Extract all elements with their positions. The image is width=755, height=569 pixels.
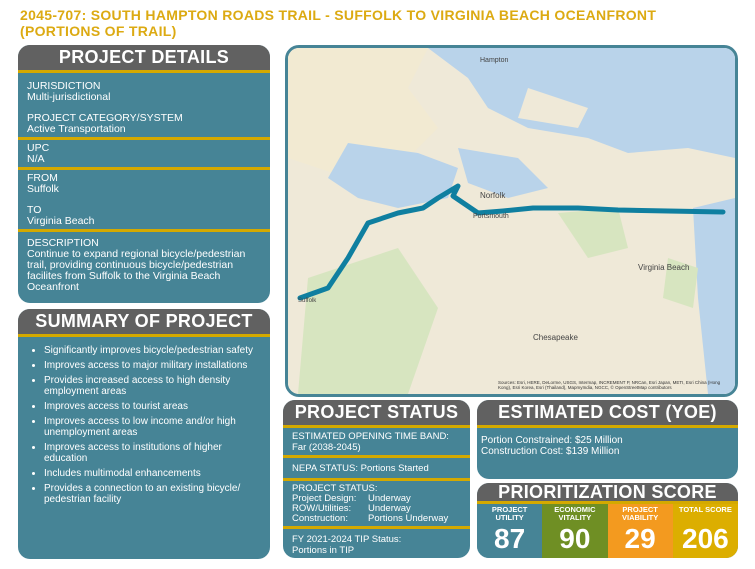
tip-section: FY 2021-2024 TIP Status: Portions in TIP xyxy=(283,529,470,558)
category-value: Active Transportation xyxy=(27,123,126,135)
page-title: 2045-707: SOUTH HAMPTON ROADS TRAIL - SU… xyxy=(20,7,656,39)
summary-header: SUMMARY OF PROJECT xyxy=(18,309,270,337)
summary-list: Significantly improves bicycle/pedestria… xyxy=(18,337,270,505)
status-row-value: Underway xyxy=(368,503,411,514)
nepa-status: NEPA STATUS: Portions Started xyxy=(292,463,429,474)
estimated-cost-header: ESTIMATED COST (YOE) xyxy=(477,400,738,428)
project-status-panel: PROJECT STATUS ESTIMATED OPENING TIME BA… xyxy=(283,400,470,558)
to-label: TO xyxy=(27,204,42,216)
status-label: PROJECT STATUS: xyxy=(292,483,378,494)
map-label-norfolk: Norfolk xyxy=(480,191,506,200)
description-label: DESCRIPTION xyxy=(27,237,99,249)
upc-value: N/A xyxy=(27,153,45,165)
description-value: Continue to expand regional bicycle/pede… xyxy=(27,248,246,293)
opening-label: ESTIMATED OPENING TIME BAND: xyxy=(292,431,449,442)
status-row: Project Design: Underway xyxy=(292,494,461,504)
project-details-header: PROJECT DETAILS xyxy=(18,45,270,73)
project-details-panel: PROJECT DETAILS JURISDICTION Multi-juris… xyxy=(18,45,270,303)
upc-section: UPC N/A xyxy=(18,140,270,170)
summary-item: Improves access to institutions of highe… xyxy=(44,442,258,464)
map-label-suffolk: Suffolk xyxy=(298,298,317,304)
map-attribution: Sources: Esri, HERE, DeLorme, USGS, Inte… xyxy=(498,380,721,390)
status-section: PROJECT STATUS: Project Design: Underway R… xyxy=(283,481,470,529)
summary-item: Includes multimodal enhancements xyxy=(44,468,258,479)
status-row-key: Project Design: xyxy=(292,493,357,504)
summary-item: Improves access to major military instal… xyxy=(44,360,258,371)
summary-item: Improves access to low income and/or hig… xyxy=(44,416,258,438)
jurisdiction-value: Multi-jurisdictional xyxy=(27,91,111,103)
opening-section: ESTIMATED OPENING TIME BAND: Far (2038-2… xyxy=(283,428,470,458)
summary-item: Improves access to tourist areas xyxy=(44,401,258,412)
score-label: TOTAL SCORE xyxy=(678,505,732,514)
from-value: Suffolk xyxy=(27,183,59,195)
jurisdiction-label: JURISDICTION xyxy=(27,80,101,92)
cost-construction: Construction Cost: $139 Million xyxy=(481,446,620,457)
status-row: Construction: Portions Underway xyxy=(292,514,461,524)
jurisdiction-section: JURISDICTION Multi-jurisdictional PROJEC… xyxy=(18,73,270,140)
trail-route xyxy=(297,183,726,301)
status-row-value: Portions Underway xyxy=(368,513,449,524)
summary-panel: SUMMARY OF PROJECT Significantly improve… xyxy=(18,309,270,559)
map-label-hampton: Hampton xyxy=(480,57,509,64)
score-value: 29 xyxy=(624,523,656,554)
title-line-2: (PORTIONS OF TRAIL) xyxy=(20,23,177,39)
cost-constrained: Portion Constrained: $25 Million xyxy=(481,435,623,446)
map-label-portsmouth: Portsmouth xyxy=(473,213,509,220)
score-value: 87 xyxy=(494,523,526,554)
project-status-header: PROJECT STATUS xyxy=(283,400,470,428)
tip-label: FY 2021-2024 TIP Status: xyxy=(292,534,402,545)
nepa-section: NEPA STATUS: Portions Started xyxy=(283,458,470,481)
project-map[interactable]: Hampton Norfolk Portsmouth Virginia Beac… xyxy=(285,45,738,397)
score-label: PROJECT UTILITY xyxy=(491,505,528,522)
summary-item: Provides a connection to an existing bic… xyxy=(44,483,258,505)
tip-value: Portions in TIP xyxy=(292,545,355,556)
summary-item: Significantly improves bicycle/pedestria… xyxy=(44,345,258,356)
score-value: 206 xyxy=(682,523,729,554)
category-label: PROJECT CATEGORY/SYSTEM xyxy=(27,112,183,124)
map-label-chesapeake: Chesapeake xyxy=(533,333,578,342)
opening-value: Far (2038-2045) xyxy=(292,442,361,453)
description-section: DESCRIPTION Continue to expand regional … xyxy=(18,232,270,295)
status-row-value: Underway xyxy=(368,493,411,504)
score-cell: TOTAL SCORE 206 xyxy=(672,504,738,558)
map-canvas[interactable]: Hampton Norfolk Portsmouth Virginia Beac… xyxy=(288,48,735,394)
to-value: Virginia Beach xyxy=(27,215,95,227)
score-label: ECONOMIC VITALITY xyxy=(554,505,596,522)
score-value: 90 xyxy=(559,523,591,554)
status-row-key: ROW/Utilities: xyxy=(292,503,352,514)
prioritization-score-panel: PRIORITIZATION SCORE PROJECT UTILITY 87 EC… xyxy=(477,483,738,558)
from-to-section: FROM Suffolk TO Virginia Beach xyxy=(18,170,270,232)
estimated-cost-panel: ESTIMATED COST (YOE) Portion Constrained… xyxy=(477,400,738,479)
score-label: PROJECT VIABILITY xyxy=(621,505,659,522)
upc-label: UPC xyxy=(27,142,50,154)
status-row-key: Construction: xyxy=(292,513,348,524)
score-cell: PROJECT UTILITY 87 xyxy=(477,504,543,558)
status-row: ROW/Utilities: Underway xyxy=(292,504,461,514)
map-label-virginia-beach: Virginia Beach xyxy=(638,263,689,272)
prioritization-score-header: PRIORITIZATION SCORE xyxy=(477,483,738,504)
title-line-1: 2045-707: SOUTH HAMPTON ROADS TRAIL - SU… xyxy=(20,7,657,23)
summary-item: Provides increased access to high densit… xyxy=(44,375,258,397)
score-cell: PROJECT VIABILITY 29 xyxy=(607,504,673,558)
score-cell: ECONOMIC VITALITY 90 xyxy=(542,504,608,558)
from-label: FROM xyxy=(27,172,58,184)
